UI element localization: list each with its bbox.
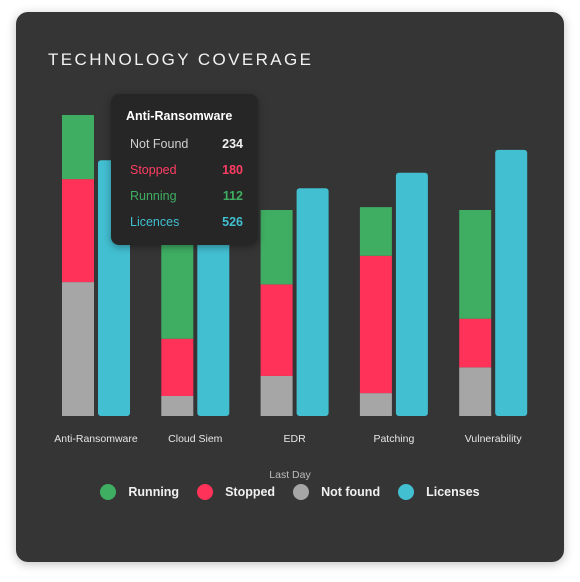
tooltip-title: Anti-Ransomware — [126, 109, 233, 123]
legend-item-stopped[interactable]: Stopped — [197, 484, 275, 500]
tooltip-row-stopped: Stopped 180 — [126, 157, 243, 183]
x-tick-label: Anti-Ransomware — [54, 433, 138, 445]
bar-stopped-edr[interactable] — [260, 284, 293, 376]
bar-not-found-edr[interactable] — [260, 375, 293, 416]
x-tick-label: Patching — [373, 433, 414, 445]
bar-not-found-vulnerability[interactable] — [459, 367, 492, 416]
bar-running-edr[interactable] — [260, 210, 293, 285]
chart-tooltip: Anti-Ransomware Not Found 234 Stopped 18… — [111, 94, 258, 245]
tooltip-label: Not Found — [130, 137, 189, 151]
chart-title: TECHNOLOGY COVERAGE — [48, 50, 314, 69]
bar-stopped-vulnerability[interactable] — [459, 318, 492, 368]
bar-stopped-cloud-siem[interactable] — [161, 338, 194, 396]
bar-running-anti-ransomware[interactable] — [62, 115, 94, 180]
bar-not-found-anti-ransomware[interactable] — [62, 282, 94, 416]
legend-dot — [398, 484, 415, 500]
bar-licenses-patching[interactable] — [395, 172, 428, 416]
tooltip-value: 234 — [222, 137, 243, 151]
tooltip-row-licences: Licences 526 — [126, 209, 243, 235]
legend-dot — [100, 484, 117, 500]
legend-dot — [197, 484, 214, 500]
bar-licenses-vulnerability[interactable] — [495, 149, 528, 416]
bar-running-patching[interactable] — [359, 207, 392, 256]
chart-legend: Running Stopped Not found Licenses — [16, 484, 564, 500]
x-tick-label: Cloud Siem — [168, 433, 223, 445]
x-tick-label: Vulnerability — [465, 433, 523, 445]
tooltip-label: Stopped — [130, 163, 177, 177]
tooltip-row-running: Running 112 — [126, 183, 243, 209]
tooltip-row-not-found: Not Found 234 — [126, 131, 243, 157]
legend-dot — [293, 484, 310, 500]
legend-item-not-found[interactable]: Not found — [293, 484, 380, 500]
stacked-bar-chart: Anti-Ransomware Cloud Siem EDR Patching Vuln… — [54, 115, 528, 445]
bar-stopped-anti-ransomware[interactable] — [62, 179, 94, 283]
bar-not-found-cloud-siem[interactable] — [161, 395, 194, 416]
bar-running-vulnerability[interactable] — [459, 210, 492, 319]
tooltip-value: 112 — [222, 189, 243, 203]
legend-label: Stopped — [225, 485, 276, 499]
legend-item-licenses[interactable]: Licenses — [398, 484, 480, 500]
bar-stopped-patching[interactable] — [359, 255, 392, 394]
x-tick-label: EDR — [284, 433, 307, 445]
x-axis-title: Last Day — [269, 469, 311, 481]
technology-coverage-card: TECHNOLOGY COVERAGE Anti-Ransomware Cloud… — [16, 12, 564, 562]
legend-label: Running — [128, 485, 180, 499]
tooltip-value: 526 — [222, 215, 243, 229]
tooltip-value: 180 — [222, 163, 243, 177]
tooltip-label: Running — [130, 189, 177, 203]
bar-not-found-patching[interactable] — [359, 393, 392, 416]
legend-item-running[interactable]: Running — [100, 484, 179, 500]
tooltip-label: Licences — [130, 215, 180, 229]
legend-label: Licenses — [426, 485, 480, 499]
bar-licenses-edr[interactable] — [296, 188, 329, 416]
legend-label: Not found — [321, 485, 381, 499]
